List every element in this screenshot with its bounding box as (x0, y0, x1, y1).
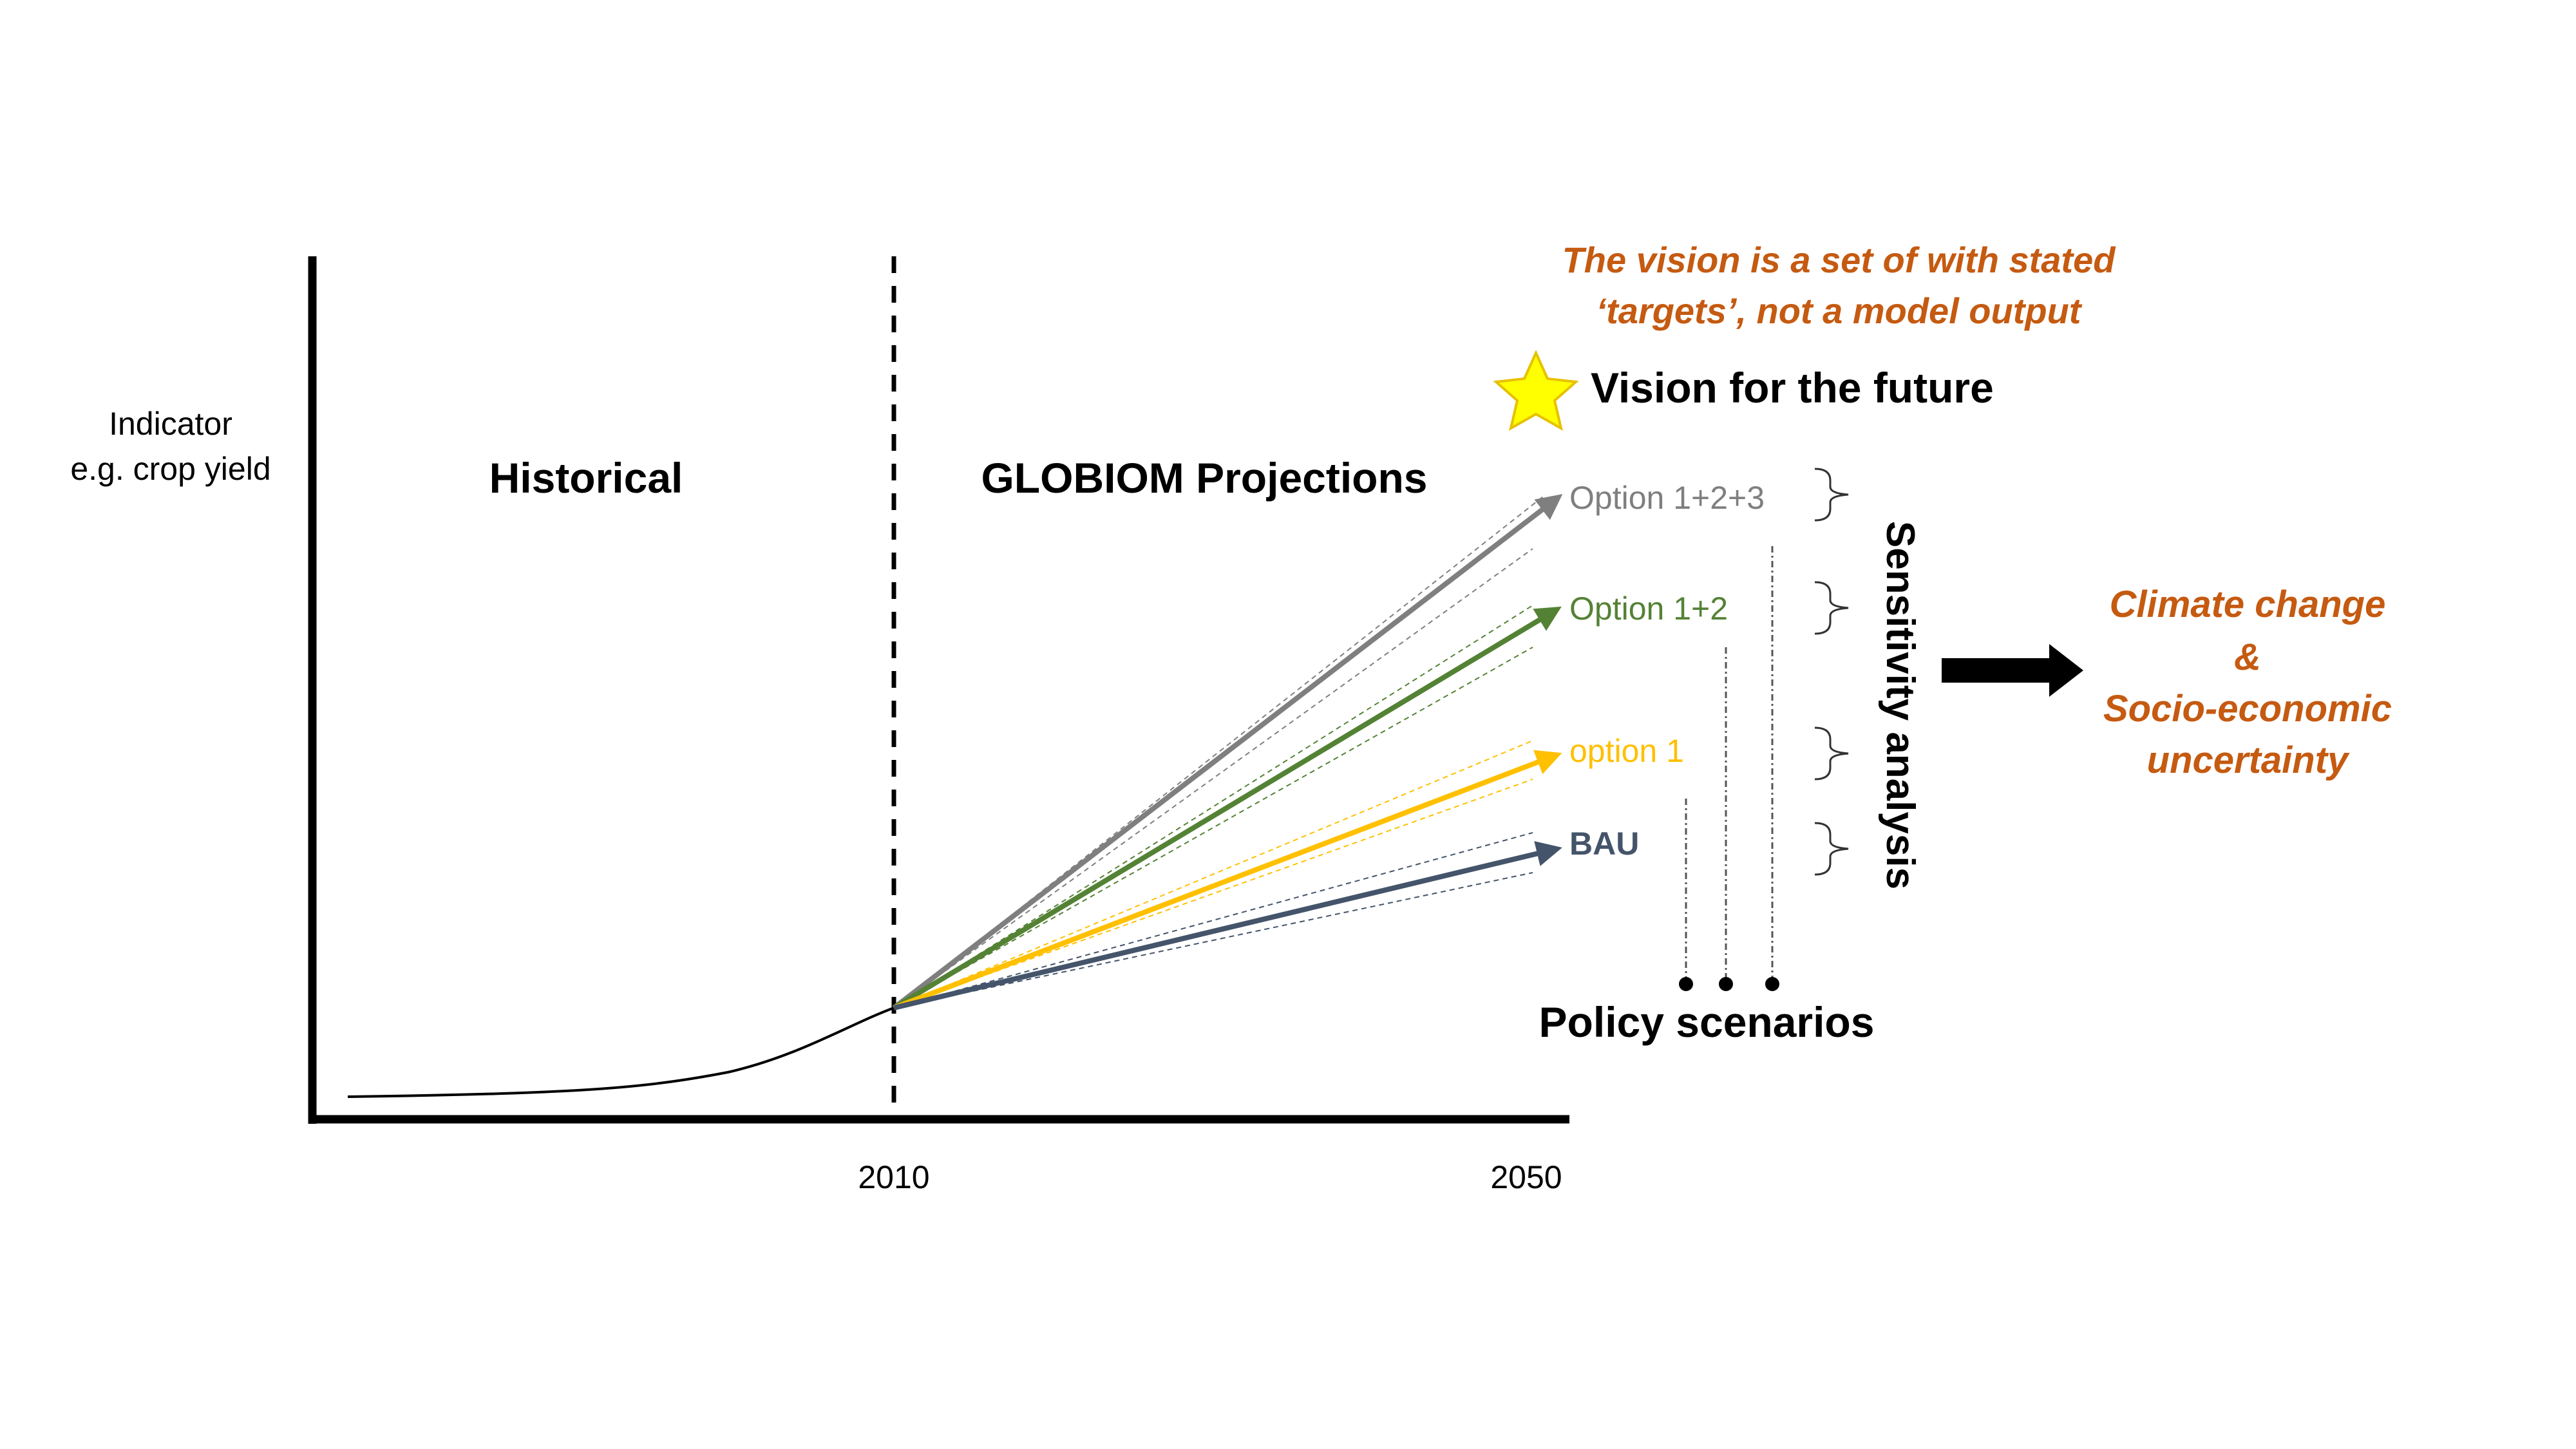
star-icon (1493, 350, 1579, 431)
sensitivity-analysis-label: Sensitivity analysis (1878, 521, 1922, 889)
policy-dot-1 (1679, 977, 1693, 991)
brace-option123 (1814, 468, 1849, 522)
option12-arrow (892, 606, 1562, 1010)
x-tick-2010: 2010 (858, 1159, 929, 1195)
option12-lower-band (893, 647, 1533, 1009)
brace-option12 (1814, 581, 1849, 635)
bau-arrow (893, 841, 1562, 1010)
policy-dot-3 (1765, 977, 1779, 991)
policy-dot-2 (1719, 977, 1733, 991)
option1-upper-band (893, 740, 1533, 1009)
option123-lower-band (893, 548, 1533, 1009)
y-axis-label-line1: Indicator (109, 406, 232, 442)
scenario-label-option1: option 1 (1569, 733, 1684, 769)
region-historical-label: Historical (489, 454, 683, 502)
vision-label: Vision for the future (1591, 364, 1994, 412)
y-axis-label-line2: e.g. crop yield (70, 451, 270, 487)
scenario-option12-lines (892, 605, 1562, 1010)
scenario-label-bau: BAU (1569, 826, 1639, 862)
scenario-label-option12: Option 1+2 (1569, 591, 1728, 627)
uncertainty-line3: Socio-economic (2103, 688, 2392, 730)
uncertainty-line1: Climate change (2110, 583, 2386, 625)
option123-arrow (892, 494, 1563, 1010)
sensitivity-braces (1814, 468, 1849, 876)
scenario-option1-lines (893, 740, 1562, 1010)
policy-scenarios-label: Policy scenarios (1539, 998, 1875, 1046)
vision-note-line1: The vision is a set of with stated (1562, 240, 2117, 280)
scenario-label-option123: Option 1+2+3 (1569, 480, 1765, 516)
brace-option1 (1814, 726, 1849, 781)
option1-arrow (893, 750, 1562, 1010)
x-tick-2050: 2050 (1490, 1159, 1562, 1195)
right-arrow-icon (1942, 644, 2083, 697)
region-projections-label: GLOBIOM Projections (981, 454, 1427, 502)
brace-bau (1814, 822, 1849, 876)
uncertainty-line4: uncertainty (2147, 739, 2350, 781)
scenario-option123-lines (892, 494, 1563, 1010)
vision-note-line2: ‘targets’, not a model output (1596, 290, 2083, 331)
scenario-bau-lines (893, 832, 1562, 1010)
bau-lower-band (893, 872, 1533, 1009)
historical-curve (347, 1007, 895, 1098)
uncertainty-line2: & (2234, 636, 2261, 678)
bau-upper-band (893, 832, 1533, 1009)
policy-connectors (1679, 546, 1779, 991)
